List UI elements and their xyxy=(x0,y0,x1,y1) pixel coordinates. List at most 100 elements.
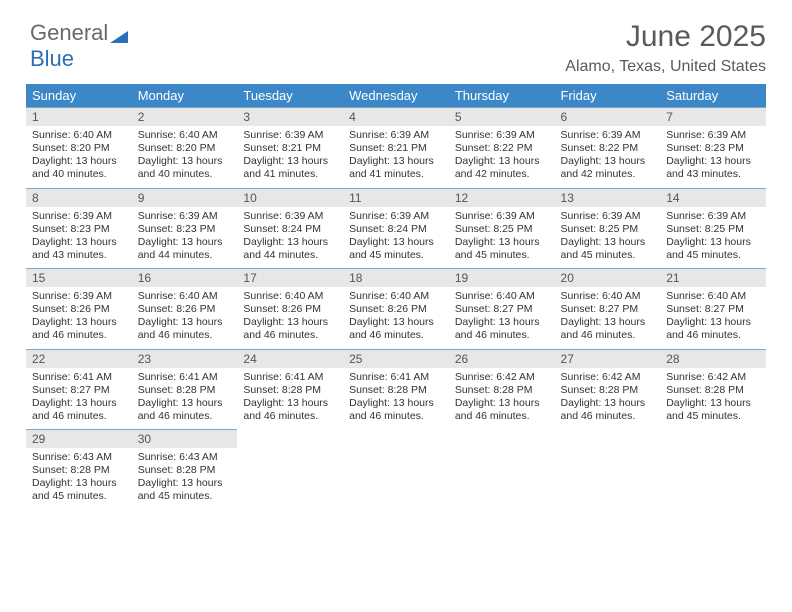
day-number: 30 xyxy=(132,430,238,448)
daylight-line: Daylight: 13 hours and 46 minutes. xyxy=(666,316,760,342)
calendar-cell: 12Sunrise: 6:39 AMSunset: 8:25 PMDayligh… xyxy=(449,188,555,269)
sunrise-line: Sunrise: 6:39 AM xyxy=(349,210,443,223)
calendar-cell: 7Sunrise: 6:39 AMSunset: 8:23 PMDaylight… xyxy=(660,108,766,189)
day-number: 9 xyxy=(132,189,238,207)
sunset-line: Sunset: 8:27 PM xyxy=(32,384,126,397)
sunrise-line: Sunrise: 6:40 AM xyxy=(138,290,232,303)
daylight-line: Daylight: 13 hours and 45 minutes. xyxy=(666,397,760,423)
day-number: 16 xyxy=(132,269,238,287)
calendar-cell: 22Sunrise: 6:41 AMSunset: 8:27 PMDayligh… xyxy=(26,349,132,430)
calendar-row: 15Sunrise: 6:39 AMSunset: 8:26 PMDayligh… xyxy=(26,269,766,350)
sunrise-line: Sunrise: 6:43 AM xyxy=(32,451,126,464)
calendar-cell: 27Sunrise: 6:42 AMSunset: 8:28 PMDayligh… xyxy=(555,349,661,430)
sunset-line: Sunset: 8:26 PM xyxy=(349,303,443,316)
day-number: 23 xyxy=(132,350,238,368)
sunrise-line: Sunrise: 6:41 AM xyxy=(138,371,232,384)
weekday-header: Wednesday xyxy=(343,84,449,108)
sunrise-line: Sunrise: 6:40 AM xyxy=(349,290,443,303)
sunset-line: Sunset: 8:26 PM xyxy=(138,303,232,316)
day-details: Sunrise: 6:40 AMSunset: 8:27 PMDaylight:… xyxy=(555,287,661,349)
sunrise-line: Sunrise: 6:39 AM xyxy=(243,129,337,142)
brand-triangle-icon xyxy=(110,29,128,43)
sunset-line: Sunset: 8:24 PM xyxy=(243,223,337,236)
sunset-line: Sunset: 8:28 PM xyxy=(666,384,760,397)
day-number: 26 xyxy=(449,350,555,368)
sunset-line: Sunset: 8:20 PM xyxy=(138,142,232,155)
weekday-header: Tuesday xyxy=(237,84,343,108)
day-number: 12 xyxy=(449,189,555,207)
weekday-header: Monday xyxy=(132,84,238,108)
calendar-cell: 20Sunrise: 6:40 AMSunset: 8:27 PMDayligh… xyxy=(555,269,661,350)
daylight-line: Daylight: 13 hours and 46 minutes. xyxy=(561,397,655,423)
sunrise-line: Sunrise: 6:39 AM xyxy=(243,210,337,223)
calendar-cell: 21Sunrise: 6:40 AMSunset: 8:27 PMDayligh… xyxy=(660,269,766,350)
sunset-line: Sunset: 8:23 PM xyxy=(138,223,232,236)
day-details: Sunrise: 6:42 AMSunset: 8:28 PMDaylight:… xyxy=(660,368,766,430)
day-number: 8 xyxy=(26,189,132,207)
calendar-cell: 15Sunrise: 6:39 AMSunset: 8:26 PMDayligh… xyxy=(26,269,132,350)
day-details: Sunrise: 6:40 AMSunset: 8:27 PMDaylight:… xyxy=(449,287,555,349)
daylight-line: Daylight: 13 hours and 40 minutes. xyxy=(138,155,232,181)
calendar-cell: 2Sunrise: 6:40 AMSunset: 8:20 PMDaylight… xyxy=(132,108,238,189)
day-number: 10 xyxy=(237,189,343,207)
calendar-cell: 8Sunrise: 6:39 AMSunset: 8:23 PMDaylight… xyxy=(26,188,132,269)
day-details: Sunrise: 6:39 AMSunset: 8:23 PMDaylight:… xyxy=(26,207,132,269)
calendar-cell: 1Sunrise: 6:40 AMSunset: 8:20 PMDaylight… xyxy=(26,108,132,189)
sunrise-line: Sunrise: 6:39 AM xyxy=(349,129,443,142)
calendar-cell: 14Sunrise: 6:39 AMSunset: 8:25 PMDayligh… xyxy=(660,188,766,269)
daylight-line: Daylight: 13 hours and 46 minutes. xyxy=(32,397,126,423)
sunset-line: Sunset: 8:25 PM xyxy=(666,223,760,236)
day-number: 28 xyxy=(660,350,766,368)
calendar-cell: 30Sunrise: 6:43 AMSunset: 8:28 PMDayligh… xyxy=(132,430,238,510)
weekday-header: Sunday xyxy=(26,84,132,108)
day-number: 7 xyxy=(660,108,766,126)
sunrise-line: Sunrise: 6:39 AM xyxy=(32,290,126,303)
day-details: Sunrise: 6:40 AMSunset: 8:20 PMDaylight:… xyxy=(26,126,132,188)
sunrise-line: Sunrise: 6:39 AM xyxy=(561,129,655,142)
sunset-line: Sunset: 8:28 PM xyxy=(138,384,232,397)
sunset-line: Sunset: 8:28 PM xyxy=(349,384,443,397)
day-number: 17 xyxy=(237,269,343,287)
day-number: 22 xyxy=(26,350,132,368)
weekday-header: Thursday xyxy=(449,84,555,108)
day-details: Sunrise: 6:39 AMSunset: 8:26 PMDaylight:… xyxy=(26,287,132,349)
sunrise-line: Sunrise: 6:39 AM xyxy=(666,210,760,223)
calendar-cell xyxy=(237,430,343,510)
day-number: 15 xyxy=(26,269,132,287)
sunset-line: Sunset: 8:28 PM xyxy=(561,384,655,397)
day-details: Sunrise: 6:39 AMSunset: 8:22 PMDaylight:… xyxy=(449,126,555,188)
sunset-line: Sunset: 8:28 PM xyxy=(138,464,232,477)
daylight-line: Daylight: 13 hours and 46 minutes. xyxy=(349,397,443,423)
day-number: 5 xyxy=(449,108,555,126)
day-details: Sunrise: 6:39 AMSunset: 8:25 PMDaylight:… xyxy=(449,207,555,269)
sunset-line: Sunset: 8:23 PM xyxy=(666,142,760,155)
day-details: Sunrise: 6:39 AMSunset: 8:25 PMDaylight:… xyxy=(555,207,661,269)
day-details: Sunrise: 6:43 AMSunset: 8:28 PMDaylight:… xyxy=(26,448,132,510)
day-details: Sunrise: 6:39 AMSunset: 8:23 PMDaylight:… xyxy=(132,207,238,269)
calendar-cell: 17Sunrise: 6:40 AMSunset: 8:26 PMDayligh… xyxy=(237,269,343,350)
daylight-line: Daylight: 13 hours and 45 minutes. xyxy=(32,477,126,503)
day-details: Sunrise: 6:39 AMSunset: 8:23 PMDaylight:… xyxy=(660,126,766,188)
sunset-line: Sunset: 8:21 PM xyxy=(243,142,337,155)
daylight-line: Daylight: 13 hours and 46 minutes. xyxy=(243,397,337,423)
calendar-cell: 9Sunrise: 6:39 AMSunset: 8:23 PMDaylight… xyxy=(132,188,238,269)
daylight-line: Daylight: 13 hours and 45 minutes. xyxy=(666,236,760,262)
day-details: Sunrise: 6:42 AMSunset: 8:28 PMDaylight:… xyxy=(449,368,555,430)
daylight-line: Daylight: 13 hours and 45 minutes. xyxy=(561,236,655,262)
calendar-cell: 10Sunrise: 6:39 AMSunset: 8:24 PMDayligh… xyxy=(237,188,343,269)
day-details: Sunrise: 6:42 AMSunset: 8:28 PMDaylight:… xyxy=(555,368,661,430)
location-subtitle: Alamo, Texas, United States xyxy=(26,58,766,76)
daylight-line: Daylight: 13 hours and 46 minutes. xyxy=(138,316,232,342)
calendar-cell xyxy=(555,430,661,510)
calendar-table: Sunday Monday Tuesday Wednesday Thursday… xyxy=(26,84,766,510)
sunrise-line: Sunrise: 6:39 AM xyxy=(561,210,655,223)
sunrise-line: Sunrise: 6:42 AM xyxy=(666,371,760,384)
sunset-line: Sunset: 8:23 PM xyxy=(32,223,126,236)
sunrise-line: Sunrise: 6:42 AM xyxy=(561,371,655,384)
sunrise-line: Sunrise: 6:39 AM xyxy=(138,210,232,223)
day-number: 11 xyxy=(343,189,449,207)
day-number: 21 xyxy=(660,269,766,287)
daylight-line: Daylight: 13 hours and 45 minutes. xyxy=(455,236,549,262)
sunset-line: Sunset: 8:22 PM xyxy=(561,142,655,155)
sunset-line: Sunset: 8:27 PM xyxy=(561,303,655,316)
